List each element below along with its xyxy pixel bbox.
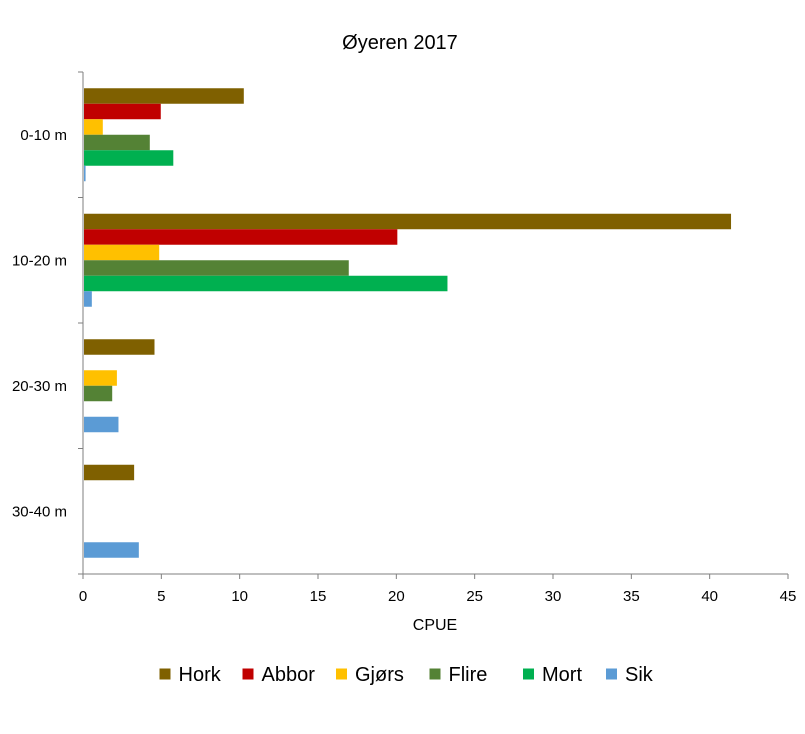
legend-label: Mort [542, 664, 582, 686]
bars [84, 88, 732, 558]
x-axis-label: CPUE [413, 617, 457, 634]
bar-flire-2 [84, 385, 113, 402]
bar-gj-rs-0 [84, 119, 103, 135]
legend-item-gj-rs: Gjørs [336, 664, 404, 686]
category-labels: 0-10 m 10-20 m 20-30 m 30-40 m [12, 127, 67, 521]
legend-label: Abbor [262, 664, 316, 686]
legend-item-hork: Hork [159, 664, 222, 686]
bar-hork-0 [84, 88, 244, 104]
bar-gj-rs-2 [84, 370, 117, 386]
legend-swatch [242, 668, 254, 680]
legend-item-flire: Flire [429, 664, 488, 686]
legend-item-mort: Mort [523, 664, 582, 686]
category-label: 10-20 m [12, 252, 67, 269]
bar-mort-1 [84, 275, 448, 292]
legend-swatch [159, 668, 171, 680]
legend-label: Flire [449, 664, 488, 686]
x-tick-label: 35 [623, 588, 640, 605]
bar-sik-0 [84, 165, 86, 182]
x-tick-label: 45 [780, 588, 797, 605]
category-label: 0-10 m [20, 127, 67, 144]
bar-abbor-0 [84, 103, 161, 120]
bar-hork-2 [84, 339, 155, 355]
x-tick-label: 10 [231, 588, 248, 605]
legend-swatch [606, 668, 617, 680]
legend-label: Gjørs [355, 664, 404, 686]
bar-sik-2 [84, 416, 119, 433]
x-tick-label: 40 [701, 588, 718, 605]
x-ticks: 0 5 10 15 20 25 30 35 40 45 [79, 574, 797, 605]
x-tick-label: 0 [79, 588, 87, 605]
x-tick-label: 15 [310, 588, 327, 605]
legend-swatch [429, 668, 441, 680]
legend-swatch [523, 668, 534, 680]
axes [78, 71, 788, 575]
legend-item-sik: Sik [606, 664, 654, 686]
bar-flire-1 [84, 260, 349, 276]
x-tick-label: 25 [466, 588, 483, 605]
legend-item-abbor: Abbor [242, 664, 316, 686]
bar-sik-1 [84, 291, 92, 307]
legend-label: Sik [625, 664, 654, 686]
x-tick-label: 20 [388, 588, 405, 605]
bar-abbor-1 [84, 229, 398, 245]
category-label: 30-40 m [12, 503, 67, 520]
category-label: 20-30 m [12, 378, 67, 395]
legend-swatch [336, 668, 347, 680]
bar-flire-0 [84, 134, 150, 151]
x-tick-label: 30 [545, 588, 562, 605]
bar-hork-3 [84, 464, 135, 481]
bar-mort-0 [84, 150, 174, 166]
legend: Hork Abbor Gjørs Flire Mort Sik [159, 664, 654, 686]
bar-hork-1 [84, 213, 732, 230]
bar-gj-rs-1 [84, 244, 160, 261]
legend-label: Hork [179, 664, 222, 686]
bar-sik-3 [84, 542, 139, 558]
chart-title: Øyeren 2017 [342, 32, 458, 54]
x-tick-label: 5 [157, 588, 165, 605]
